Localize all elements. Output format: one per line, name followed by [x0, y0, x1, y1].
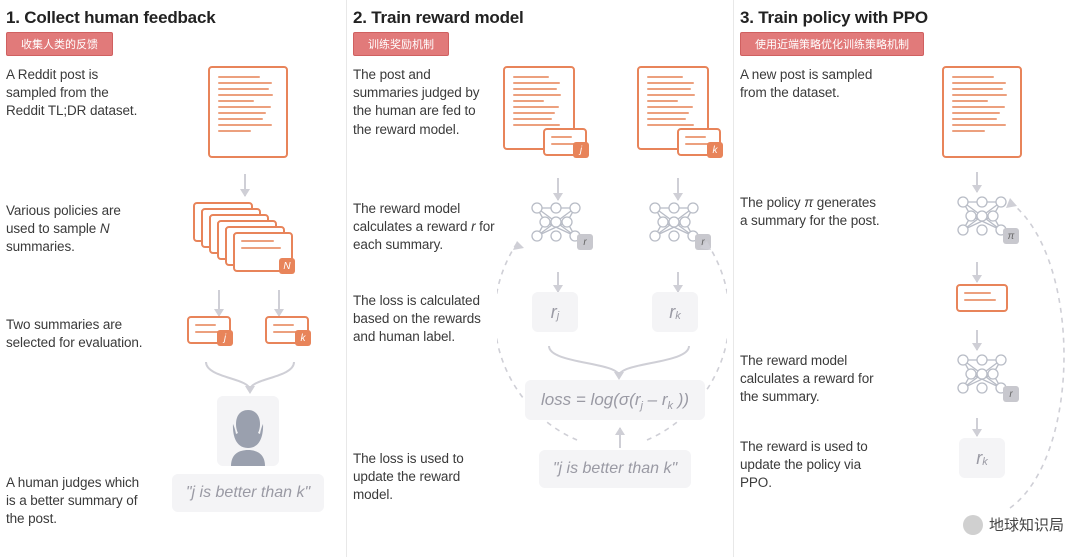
generated-summary-icon	[956, 284, 1008, 312]
policy-pi-tag: π	[1003, 228, 1019, 244]
col-1-collect-feedback: 1. Collect human feedback 收集人类的反馈 A Redd…	[0, 0, 347, 557]
reward-rj-box: rj	[532, 292, 578, 332]
arrow-down-icon	[677, 178, 679, 200]
nn-r-tag: r	[1003, 386, 1019, 402]
col1-step2-desc: Various policies are used to sample N su…	[6, 202, 156, 257]
loss-formula: loss = log(σ(rj – rk ))	[525, 380, 705, 420]
col2-speech: "j is better than k"	[539, 450, 691, 488]
col1-badge: 收集人类的反馈	[6, 32, 113, 56]
summary-j-tag: j	[217, 330, 233, 346]
col1-step3-desc: Two summaries are selected for evaluatio…	[6, 316, 156, 352]
arrow-down-icon	[278, 290, 280, 316]
summary-j-icon: j	[187, 316, 231, 344]
reward-rk-box: rk	[652, 292, 698, 332]
col1-step1-desc: A Reddit post is sampled from the Reddit…	[6, 66, 156, 121]
summary-k-icon: k	[265, 316, 309, 344]
arrow-down-icon	[976, 330, 978, 350]
watermark: 地球知识局	[959, 512, 1068, 537]
nn-r-tag: r	[577, 234, 593, 250]
summary-stack-icon: N	[193, 202, 303, 284]
reward-net-j-icon: r	[527, 200, 585, 244]
col3-step1-desc: A new post is sampled from the dataset.	[740, 66, 890, 102]
col2-step1-desc: The post and summaries judged by the hum…	[353, 66, 503, 139]
col3-step3-desc: The reward model calculates a reward for…	[740, 352, 890, 407]
arrow-down-icon	[557, 272, 559, 292]
reward-net-icon: r	[953, 352, 1011, 396]
policy-net-icon: π	[953, 194, 1011, 238]
col1-step4-desc: A human judges which is a better summary…	[6, 474, 156, 529]
post-summary-k-icon: k	[637, 66, 727, 166]
merge-curve-icon	[188, 360, 312, 396]
watermark-logo-icon	[963, 515, 983, 535]
reward-net-k-icon: r	[645, 200, 703, 244]
nn-r-tag: r	[695, 234, 711, 250]
tag-k: k	[707, 142, 723, 158]
col3-title: 3. Train policy with PPO	[740, 8, 1074, 28]
new-post-doc-icon	[942, 66, 1022, 158]
col2-badge: 训练奖励机制	[353, 32, 449, 56]
col3-step2-desc: The policy π generates a summary for the…	[740, 194, 890, 230]
col-3-train-ppo: 3. Train policy with PPO 使用近端策略优化训练策略机制 …	[734, 0, 1080, 557]
arrow-down-icon	[976, 418, 978, 436]
arrow-down-icon	[677, 272, 679, 292]
arrow-up-icon	[619, 428, 621, 448]
summary-k-tag: k	[295, 330, 311, 346]
col2-title: 2. Train reward model	[353, 8, 727, 28]
watermark-text: 地球知识局	[989, 514, 1064, 535]
col2-step3-desc: The loss is calculated based on the rewa…	[353, 292, 503, 347]
reward-rk-box: rk	[959, 438, 1005, 478]
stack-n-tag: N	[279, 258, 295, 274]
arrow-down-icon	[976, 262, 978, 282]
col2-step2-desc: The reward model calculates a reward r f…	[353, 200, 503, 255]
reddit-post-doc-icon	[208, 66, 288, 158]
tag-j: j	[573, 142, 589, 158]
arrow-down-icon	[244, 174, 246, 196]
col1-title: 1. Collect human feedback	[6, 8, 340, 28]
arrow-down-icon	[218, 290, 220, 316]
arrow-down-icon	[976, 172, 978, 192]
col2-step4-desc: The loss is used to update the reward mo…	[353, 450, 503, 505]
col1-speech: "j is better than k"	[172, 474, 324, 512]
human-judge-icon	[217, 396, 279, 466]
col3-badge: 使用近端策略优化训练策略机制	[740, 32, 924, 56]
col3-step4-desc: The reward is used to update the policy …	[740, 438, 890, 493]
arrow-down-icon	[557, 178, 559, 200]
col-2-train-reward: 2. Train reward model 训练奖励机制 The post an…	[347, 0, 734, 557]
post-summary-j-icon: j	[503, 66, 593, 166]
merge-curve-icon	[529, 344, 709, 380]
